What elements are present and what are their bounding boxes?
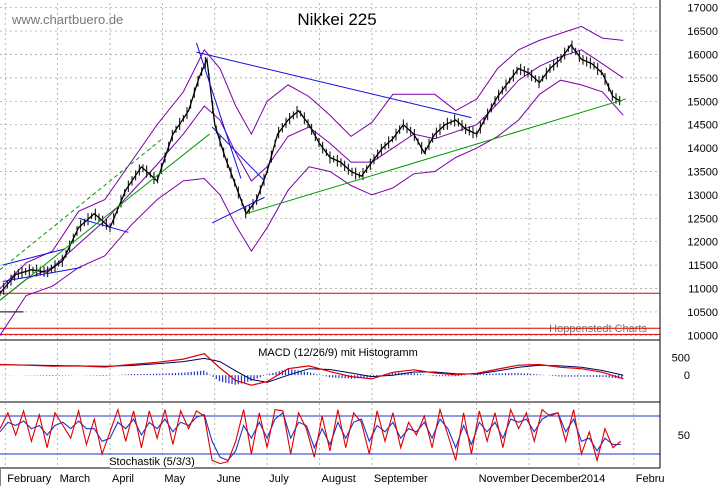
- price-tick-label-2: 11000: [688, 284, 718, 296]
- price-tick-label-8: 14000: [687, 143, 718, 155]
- support-lines: [0, 292, 660, 335]
- price-tick-label-1: 10500: [687, 307, 718, 319]
- trend-line-5: [2, 266, 82, 282]
- bollinger-lower-line: [0, 79, 624, 336]
- price-tick-label-9: 14500: [687, 120, 718, 132]
- month-label-7: September: [374, 473, 428, 485]
- credit-label: Hoppenstedt Charts: [549, 323, 647, 335]
- price-tick-label-13: 16500: [687, 26, 718, 38]
- bollinger-middle-line: [0, 49, 624, 301]
- trend-line-7: [0, 133, 210, 301]
- price-tick-label-3: 11500: [688, 260, 718, 272]
- month-label-10: 2014: [581, 473, 605, 485]
- price-tick-label-14: 17000: [687, 3, 718, 15]
- stochastic-panel-title: Stochastik (5/3/3): [109, 456, 195, 468]
- month-label-2: April: [112, 473, 134, 485]
- trend-line-4: [2, 248, 66, 266]
- month-label-5: July: [269, 473, 289, 485]
- trend-line-8: [246, 98, 627, 215]
- grid-layer: [0, 3, 660, 468]
- month-label-6: August: [322, 473, 356, 485]
- month-label-0: February: [7, 473, 52, 485]
- watermark: www.chartbuero.de: [11, 12, 123, 27]
- bollinger-upper-line: [0, 25, 624, 289]
- price-tick-label-4: 12000: [687, 237, 718, 249]
- month-label-1: March: [60, 473, 91, 485]
- stochastic-panel: [0, 407, 660, 465]
- macd-line: [0, 353, 624, 386]
- macd-panel-title: MACD (12/26/9) mit Histogramm: [258, 347, 418, 359]
- stochastic-k-line: [0, 407, 622, 465]
- macd-tick-label-0: 0: [684, 370, 690, 382]
- month-label-9: December: [531, 473, 582, 485]
- price-series: [0, 40, 622, 297]
- month-label-4: June: [217, 473, 241, 485]
- trend-line-2: [211, 126, 265, 182]
- trend-lines: [0, 42, 627, 301]
- stochastic-tick-label-0: 50: [678, 430, 690, 442]
- trend-line-3: [211, 196, 265, 224]
- trend-line-6: [78, 217, 129, 233]
- price-panel-title: Nikkei 225: [297, 10, 376, 29]
- macd-tick-label-1: 500: [672, 352, 690, 364]
- price-tick-label-5: 12500: [687, 213, 718, 225]
- stochastic-d-line: [0, 411, 621, 462]
- price-tick-label-6: 13000: [687, 190, 718, 202]
- trend-line-1: [195, 42, 242, 179]
- month-label-11: Febru: [636, 473, 665, 485]
- price-tick-label-11: 15500: [687, 73, 718, 85]
- price-tick-label-7: 13500: [687, 167, 718, 179]
- bollinger-bands: [0, 25, 624, 336]
- price-tick-label-10: 15000: [687, 96, 718, 108]
- stochastic-label-box: [110, 455, 194, 468]
- price-tick-label-12: 16000: [687, 49, 718, 61]
- month-label-3: May: [164, 473, 185, 485]
- trend-line-0: [196, 51, 472, 119]
- month-label-8: November: [479, 473, 530, 485]
- macd-panel: [0, 353, 624, 386]
- price-tick-label-0: 10000: [687, 330, 718, 342]
